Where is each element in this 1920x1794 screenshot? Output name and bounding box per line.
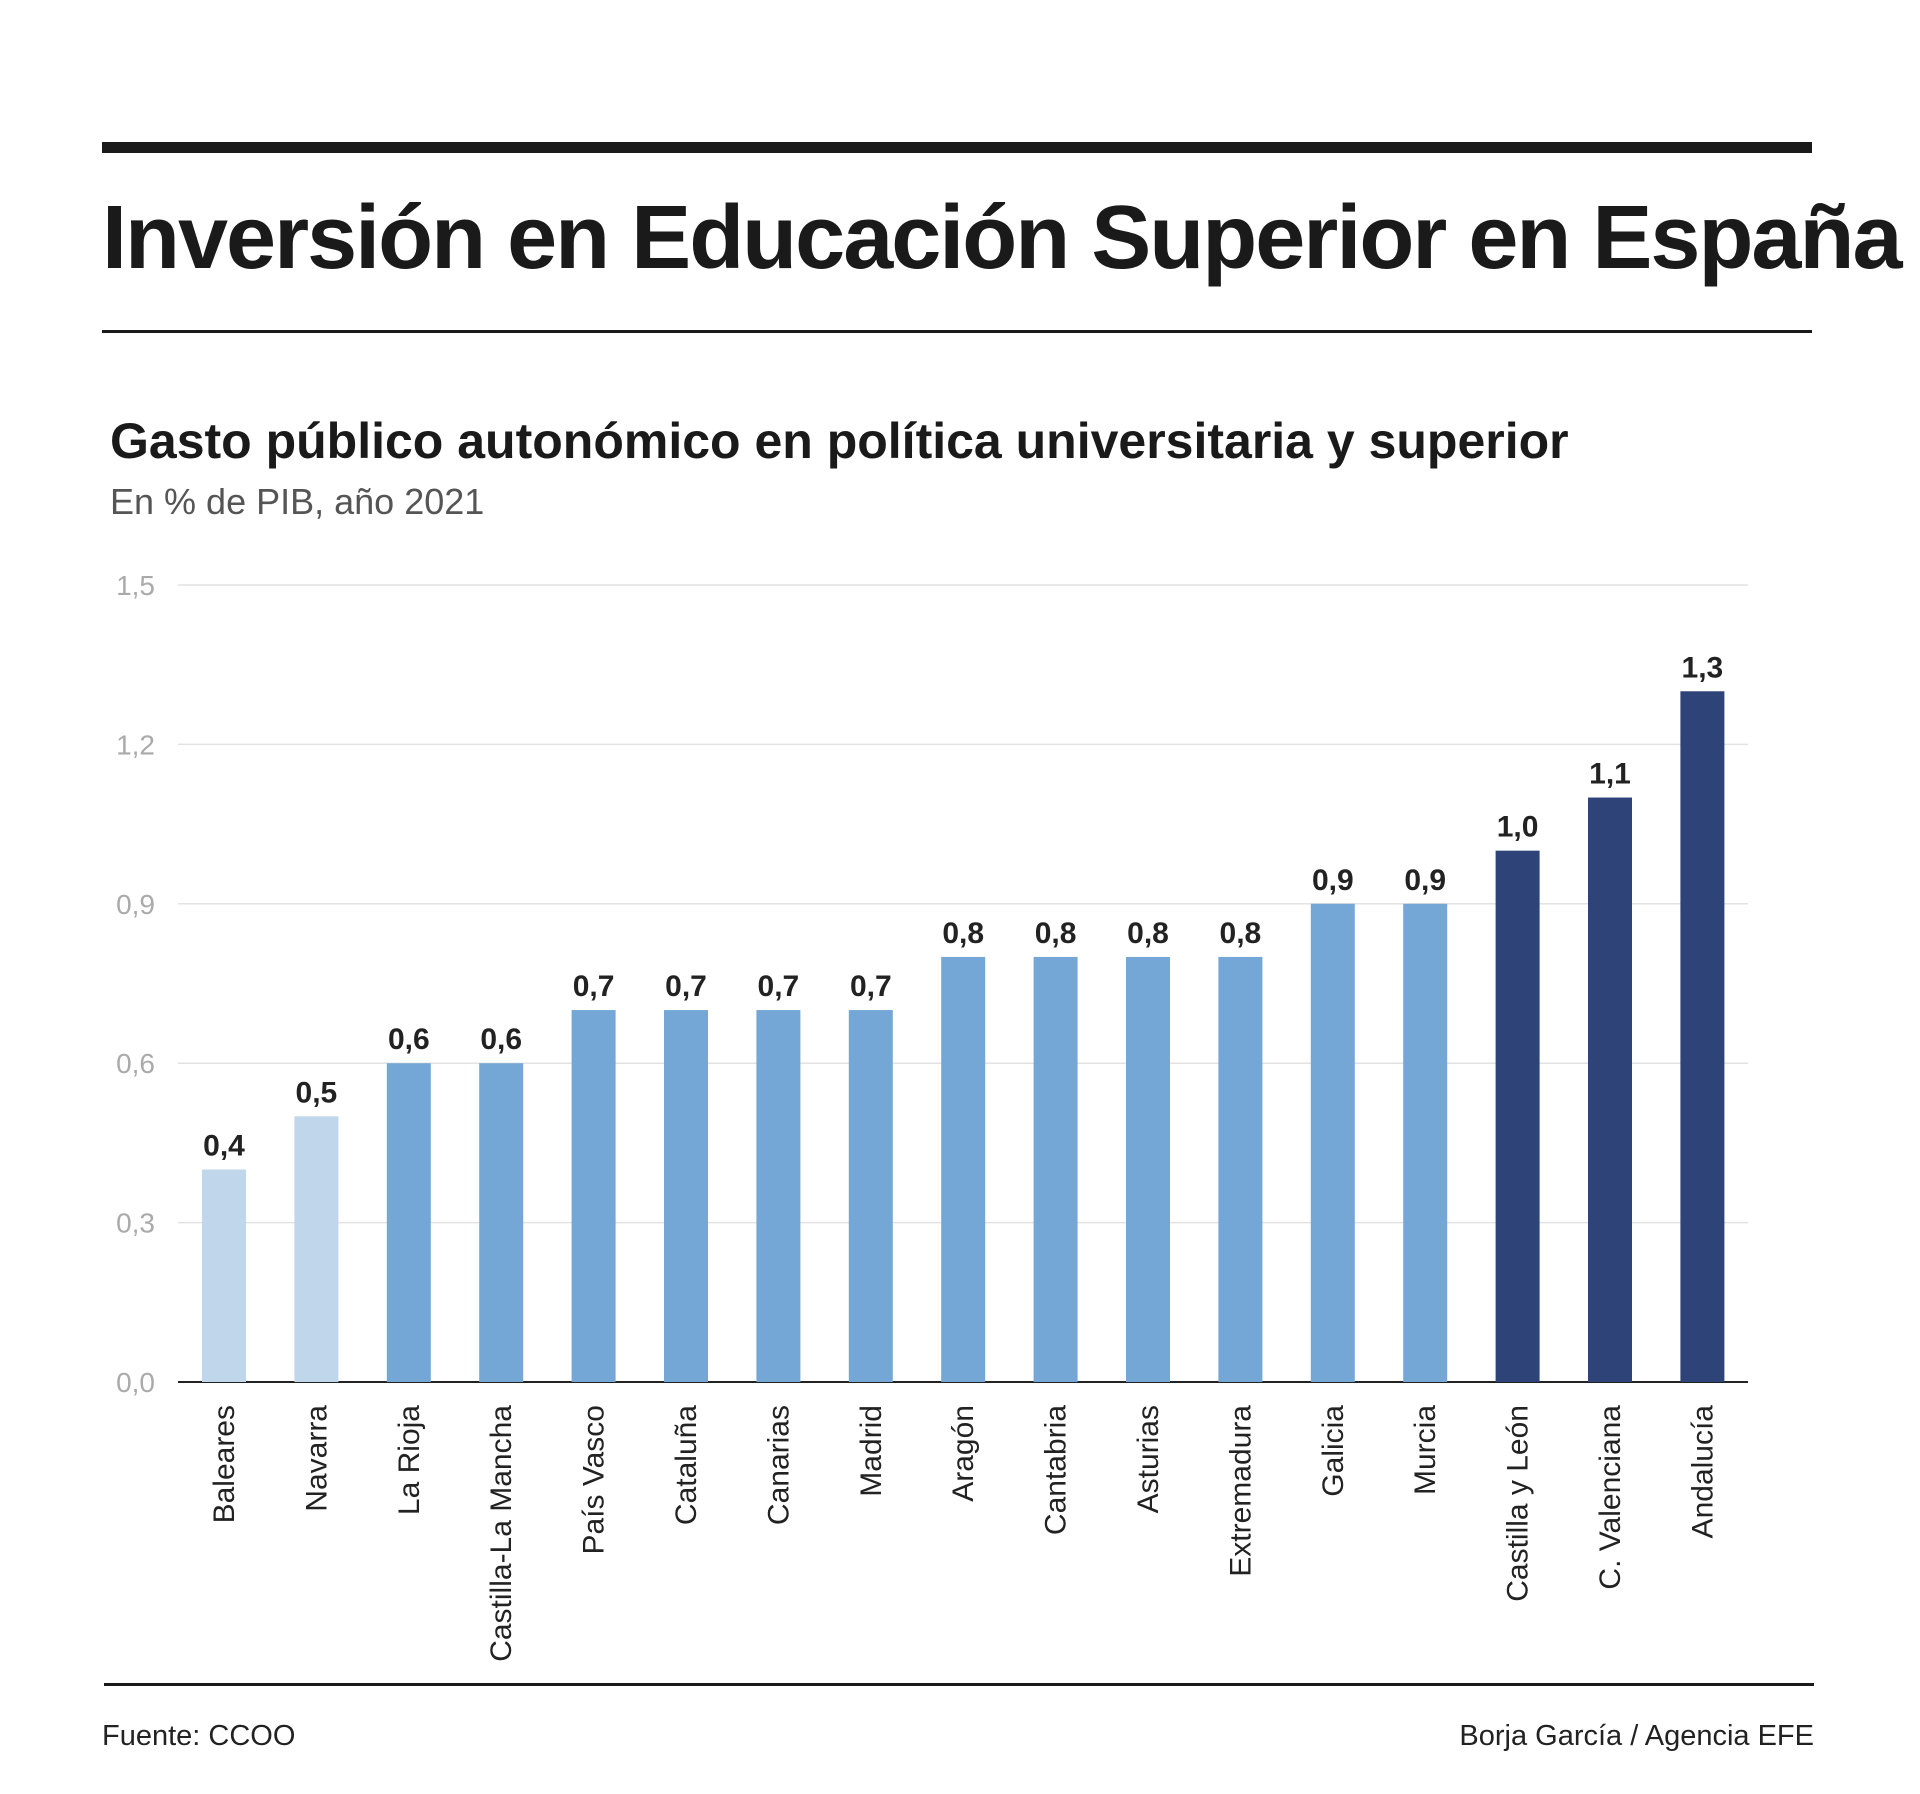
y-tick-label: 0,9 (116, 889, 155, 920)
x-tick-label: Aragón (947, 1405, 980, 1502)
bar (1126, 956, 1170, 1382)
data-label: 0,8 (1220, 917, 1262, 950)
x-tick-label: Cataluña (670, 1405, 703, 1525)
data-label: 1,0 (1497, 811, 1539, 844)
data-label: 0,9 (1312, 864, 1354, 897)
credit-note: Borja García / Agencia EFE (1459, 1720, 1814, 1752)
bar (571, 1010, 616, 1382)
y-tick-label: 1,2 (116, 729, 155, 760)
bar (1588, 797, 1632, 1382)
data-label: 0,9 (1404, 864, 1446, 897)
bar (386, 1063, 431, 1382)
x-tick-label: Extremadura (1224, 1405, 1257, 1577)
x-tick-label: País Vasco (578, 1405, 611, 1555)
y-tick-label: 0,3 (116, 1208, 155, 1239)
x-tick-label: Galicia (1317, 1405, 1350, 1497)
bar (1033, 956, 1078, 1382)
data-label: 1,3 (1682, 651, 1724, 684)
bar (1403, 903, 1448, 1382)
source-note: Fuente: CCOO (102, 1720, 295, 1752)
data-label: 1,1 (1589, 758, 1631, 791)
y-tick-label: 1,5 (116, 570, 155, 601)
bar (1495, 850, 1540, 1382)
bottom-rule (104, 1683, 1814, 1686)
y-tick-label: 0,6 (116, 1048, 155, 1079)
page-title: Inversión en Educación Superior en Españ… (102, 188, 1903, 288)
data-label: 0,8 (942, 917, 984, 950)
x-tick-label: C. Valenciana (1594, 1405, 1627, 1590)
bar (294, 1116, 339, 1382)
data-label: 0,6 (388, 1023, 430, 1056)
bar (848, 1010, 893, 1382)
x-tick-label: Castilla y León (1502, 1405, 1535, 1602)
data-label: 0,8 (1035, 917, 1077, 950)
x-tick-label: Castilla-La Mancha (485, 1405, 518, 1662)
bar (1218, 956, 1263, 1382)
data-label: 0,5 (296, 1076, 338, 1109)
data-label: 0,7 (573, 970, 615, 1003)
x-tick-label: La Rioja (393, 1405, 426, 1515)
bar (941, 956, 986, 1382)
x-tick-label: Madrid (855, 1405, 888, 1497)
data-label: 0,4 (203, 1129, 245, 1162)
bar (664, 1010, 708, 1382)
data-label: 0,8 (1127, 917, 1169, 950)
chart-title: Gasto público autonómico en política uni… (110, 413, 1569, 469)
bar (756, 1010, 801, 1382)
data-label: 0,7 (665, 970, 707, 1003)
title-rule (102, 330, 1812, 333)
bar (1680, 691, 1725, 1382)
top-rule (102, 142, 1812, 153)
x-tick-label: Andalucía (1686, 1405, 1719, 1539)
x-tick-label: Baleares (208, 1405, 241, 1523)
x-tick-label: Cantabria (1040, 1405, 1073, 1535)
data-label: 0,7 (850, 970, 892, 1003)
bars: 0,4 Baleares 0,5 Navarra 0,6 La Rioja 0,6 Casti… (202, 651, 1725, 1662)
bar (479, 1063, 524, 1382)
y-tick-label: 0,0 (116, 1367, 155, 1398)
x-tick-label: Murcia (1409, 1405, 1442, 1495)
chart-subtitle: En % de PIB, año 2021 (110, 481, 484, 522)
x-tick-label: Navarra (300, 1405, 333, 1512)
data-label: 0,7 (758, 970, 800, 1003)
data-label: 0,6 (480, 1023, 522, 1056)
x-tick-label: Asturias (1132, 1405, 1165, 1513)
bar (202, 1169, 246, 1382)
x-tick-label: Canarias (762, 1405, 795, 1525)
bar (1310, 903, 1355, 1382)
